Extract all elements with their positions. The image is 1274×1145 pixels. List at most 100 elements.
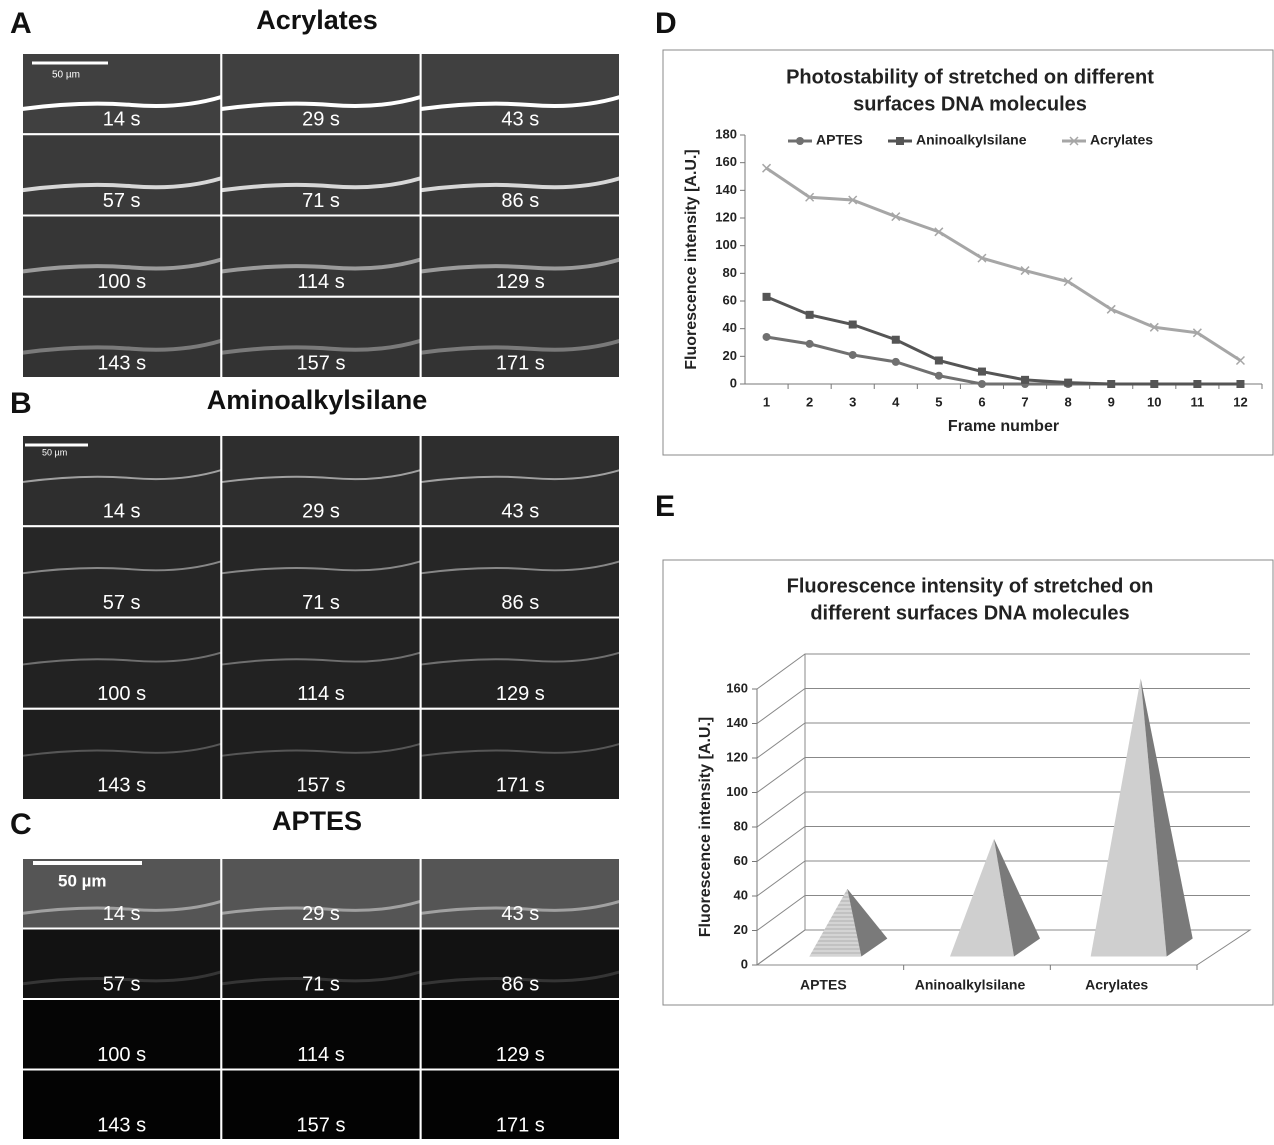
dna-strand — [21, 257, 222, 274]
dna-strand — [21, 338, 222, 355]
micrograph — [220, 927, 422, 1000]
point — [1107, 380, 1116, 388]
panel-letter: B — [10, 387, 32, 420]
point — [762, 292, 771, 301]
micrograph — [21, 1068, 223, 1141]
time-label: 171 s — [496, 1114, 545, 1136]
point — [805, 339, 814, 348]
point — [1069, 136, 1079, 146]
pyramid-side — [847, 888, 888, 957]
grid-line — [756, 826, 1250, 862]
time-label: 43 s — [501, 903, 539, 925]
x-tick-label: 12 — [1233, 394, 1247, 409]
point — [896, 137, 904, 145]
panel-letter: E — [655, 490, 675, 523]
point — [977, 253, 987, 263]
dna-strand — [21, 95, 222, 111]
micrograph — [21, 52, 223, 136]
dna-strand — [420, 899, 621, 915]
dna-strand — [21, 176, 222, 193]
time-label: 29 s — [302, 109, 340, 131]
time-label: 129 s — [496, 271, 545, 293]
pyramid — [809, 888, 888, 957]
time-label: 29 s — [302, 501, 340, 523]
time-label: 143 s — [97, 352, 146, 374]
point — [848, 350, 857, 359]
micrograph — [419, 707, 621, 801]
time-label: 129 s — [496, 1044, 545, 1066]
time-label: 100 s — [97, 683, 146, 705]
pyramid — [1090, 678, 1193, 957]
micrograph — [419, 52, 621, 136]
x-tick-label: 8 — [1065, 394, 1072, 409]
y-tick-label: 120 — [715, 209, 737, 224]
point — [1236, 380, 1245, 388]
dna-strand — [420, 970, 621, 986]
y-tick-label: 140 — [726, 715, 748, 730]
y-tick-label: 20 — [734, 922, 748, 937]
time-label: 114 s — [297, 683, 344, 705]
x-tick-label: 1 — [763, 394, 770, 409]
micrograph — [419, 857, 621, 930]
dna-strand — [221, 257, 422, 274]
micrograph — [220, 295, 422, 379]
grid-line — [756, 757, 1250, 793]
dna-strand — [221, 970, 422, 986]
point — [1149, 322, 1159, 332]
y-tick-label: 0 — [730, 375, 737, 390]
time-label: 29 s — [302, 903, 340, 925]
x-tick-label: 2 — [806, 394, 813, 409]
y-tick-label: 160 — [715, 154, 737, 169]
micrograph — [220, 525, 422, 619]
point — [1150, 380, 1159, 388]
dna-strand — [221, 560, 421, 575]
point — [934, 371, 943, 380]
time-label: 57 s — [103, 592, 141, 614]
dna-strand — [21, 742, 222, 757]
x-tick-label: 9 — [1108, 394, 1115, 409]
point — [1106, 304, 1116, 314]
time-label: 157 s — [297, 1114, 346, 1136]
time-label: 71 s — [302, 592, 340, 614]
y-tick-label: 160 — [726, 680, 748, 695]
point — [977, 380, 986, 388]
time-label: 57 s — [103, 973, 141, 995]
chart-title: surfaces DNA molecules — [853, 93, 1087, 115]
point — [1021, 375, 1030, 384]
point — [934, 356, 943, 365]
x-tick-label: 5 — [935, 394, 942, 409]
micrograph — [21, 525, 223, 619]
dna-strand — [221, 95, 422, 111]
pyramid — [950, 838, 1040, 957]
time-label: 114 s — [297, 271, 344, 293]
grid-line — [756, 653, 1250, 690]
scale-bar-label: 50 µm — [42, 447, 67, 457]
dna-strand — [221, 338, 422, 355]
legend-label: Acrylates — [1090, 132, 1153, 148]
time-label: 43 s — [501, 501, 539, 523]
x-tick-label: 6 — [978, 394, 985, 409]
legend-label: Aninoalkylsilane — [916, 132, 1027, 148]
dna-strand — [21, 560, 222, 575]
y-axis-label: Fluorescence intensity [A.U.] — [683, 149, 700, 370]
micrograph — [419, 616, 621, 710]
micrograph — [21, 434, 223, 528]
dna-strand — [221, 742, 421, 757]
grid-line — [756, 791, 1250, 828]
dna-strand — [420, 176, 621, 193]
y-axis-label: Fluorescence intensity [A.U.] — [697, 717, 714, 938]
y-tick-label: 40 — [723, 320, 737, 335]
y-tick-label: 100 — [726, 784, 748, 799]
point — [796, 137, 804, 145]
x-tick-label: Acrylates — [1085, 977, 1148, 993]
time-label: 157 s — [297, 352, 346, 374]
time-label: 86 s — [501, 190, 539, 212]
point — [848, 195, 858, 205]
y-tick-label: 40 — [734, 887, 748, 902]
point — [805, 192, 815, 202]
panel-letter: C — [10, 808, 32, 841]
micrograph — [220, 1068, 422, 1141]
dna-strand — [221, 899, 422, 915]
grid-line — [756, 688, 1250, 724]
time-label: 129 s — [496, 683, 545, 705]
